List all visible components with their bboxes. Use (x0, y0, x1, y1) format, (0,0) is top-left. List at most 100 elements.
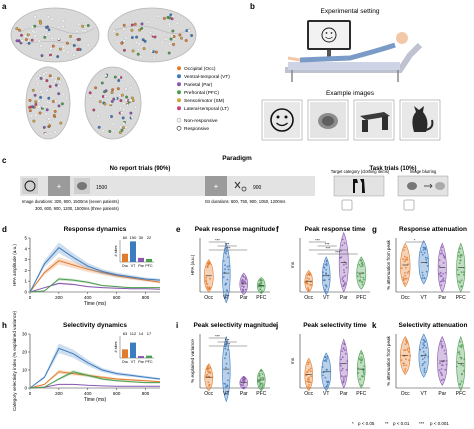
violin-point (460, 271, 463, 274)
violin-point (438, 259, 441, 261)
violin-point (306, 277, 308, 279)
electrode-dot (180, 36, 183, 40)
violin-point (359, 273, 361, 276)
violin-point (461, 373, 463, 376)
electrode-dot (136, 52, 140, 56)
violin-point (404, 274, 407, 277)
electrode-dot (149, 49, 153, 53)
violin-point (344, 283, 346, 286)
electrode-dot (30, 38, 34, 42)
violin-point (324, 263, 327, 266)
violin-point (208, 384, 211, 387)
violin-point (308, 384, 311, 386)
category-label: Occ (401, 295, 410, 301)
violin-point (306, 283, 309, 285)
electrode-dot (160, 41, 164, 45)
inset-bar-value: 22 (147, 235, 152, 240)
panel-letter: d (2, 225, 7, 234)
electrode-dot (170, 17, 174, 21)
violin-point (322, 271, 324, 274)
violin-point (461, 344, 463, 346)
violin-point (459, 340, 461, 343)
violin-point (243, 380, 246, 383)
violin-point (227, 256, 229, 259)
series-line-par (29, 383, 160, 389)
y-tick-label: 0 (24, 290, 27, 295)
violin-point (403, 260, 406, 263)
violin-point (261, 373, 264, 375)
violin-point (405, 358, 407, 361)
violin-point (459, 383, 461, 386)
violin-point (362, 375, 364, 378)
electrode-dot (37, 105, 41, 109)
violin-point (422, 249, 425, 251)
violin-point (400, 267, 403, 270)
y-axis-label: ms (290, 261, 295, 268)
sig-star-1: * (352, 421, 354, 426)
svg-text:+: + (214, 182, 219, 191)
violin-point (342, 380, 345, 382)
inset-category: Par (138, 264, 144, 268)
electrode-dot (77, 22, 81, 26)
violin-point (224, 347, 227, 350)
sig-stars: *** (326, 246, 331, 251)
violin-point (243, 280, 246, 283)
example-image-animal-blurred (307, 99, 349, 141)
electrode-dot (36, 81, 40, 85)
violin-point (209, 277, 211, 280)
electrode-dot (53, 109, 57, 113)
violin-point (445, 363, 448, 366)
violin-point (405, 340, 408, 343)
violin-point (326, 356, 329, 358)
electrode-dot (111, 88, 115, 92)
electrode-dot (117, 75, 121, 79)
violin-point (443, 255, 446, 258)
violin-point (343, 342, 346, 345)
panel-c-letter: c (2, 156, 7, 165)
electrode-dot (28, 35, 31, 39)
violin-point (426, 265, 429, 267)
violin-point (441, 346, 443, 349)
inset-bar-pfc (146, 355, 152, 358)
electrode-dot (48, 124, 52, 128)
violin-point (226, 384, 229, 387)
electrode-dot (59, 121, 63, 125)
category-label: Par (240, 295, 248, 301)
electrode-dot (49, 53, 52, 57)
electrode-dot (72, 44, 76, 47)
violin-point (407, 270, 410, 273)
violin-point (423, 361, 426, 364)
inset-bar-par (138, 356, 144, 358)
experimental-setting-title: Experimental setting (321, 8, 380, 15)
electrode-dot (75, 29, 79, 33)
electrode-dot (57, 25, 61, 29)
violin-point (459, 259, 462, 262)
violin-point (440, 343, 443, 345)
panel-letter: i (176, 321, 178, 330)
legend-swatch (177, 66, 181, 71)
electrode-dot (149, 30, 153, 34)
electrode-dot (31, 88, 35, 92)
violin-point (325, 386, 327, 388)
violin-point (345, 263, 347, 265)
y-axis-label: % attenuation from peak (386, 335, 391, 385)
violin-point (459, 345, 461, 348)
electrode-dot (24, 38, 28, 42)
example-image-cat (399, 99, 441, 141)
electrode-dot (44, 70, 48, 74)
electrode-dot (172, 35, 176, 38)
electrode-dot (112, 97, 116, 101)
violin-chart: Occ VT Par PFC Selectivity attenuation % atte… (372, 321, 470, 397)
chart-title: Peak response magnitude (195, 226, 276, 233)
electrode-dot (124, 87, 128, 91)
violin-point (404, 259, 407, 261)
panel-letter: e (176, 225, 181, 234)
inset-ylabel: # sites (114, 341, 118, 352)
violin-point (460, 364, 463, 366)
violin-point (205, 279, 207, 282)
violin-point (225, 366, 227, 369)
category-label: Par (240, 391, 248, 397)
violin-point (243, 386, 246, 389)
violin-point (341, 356, 344, 359)
violin-point (406, 256, 408, 259)
